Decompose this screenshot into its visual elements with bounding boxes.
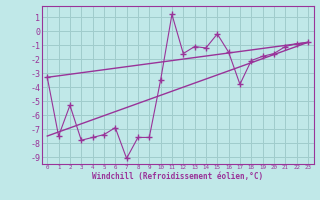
X-axis label: Windchill (Refroidissement éolien,°C): Windchill (Refroidissement éolien,°C) <box>92 172 263 181</box>
